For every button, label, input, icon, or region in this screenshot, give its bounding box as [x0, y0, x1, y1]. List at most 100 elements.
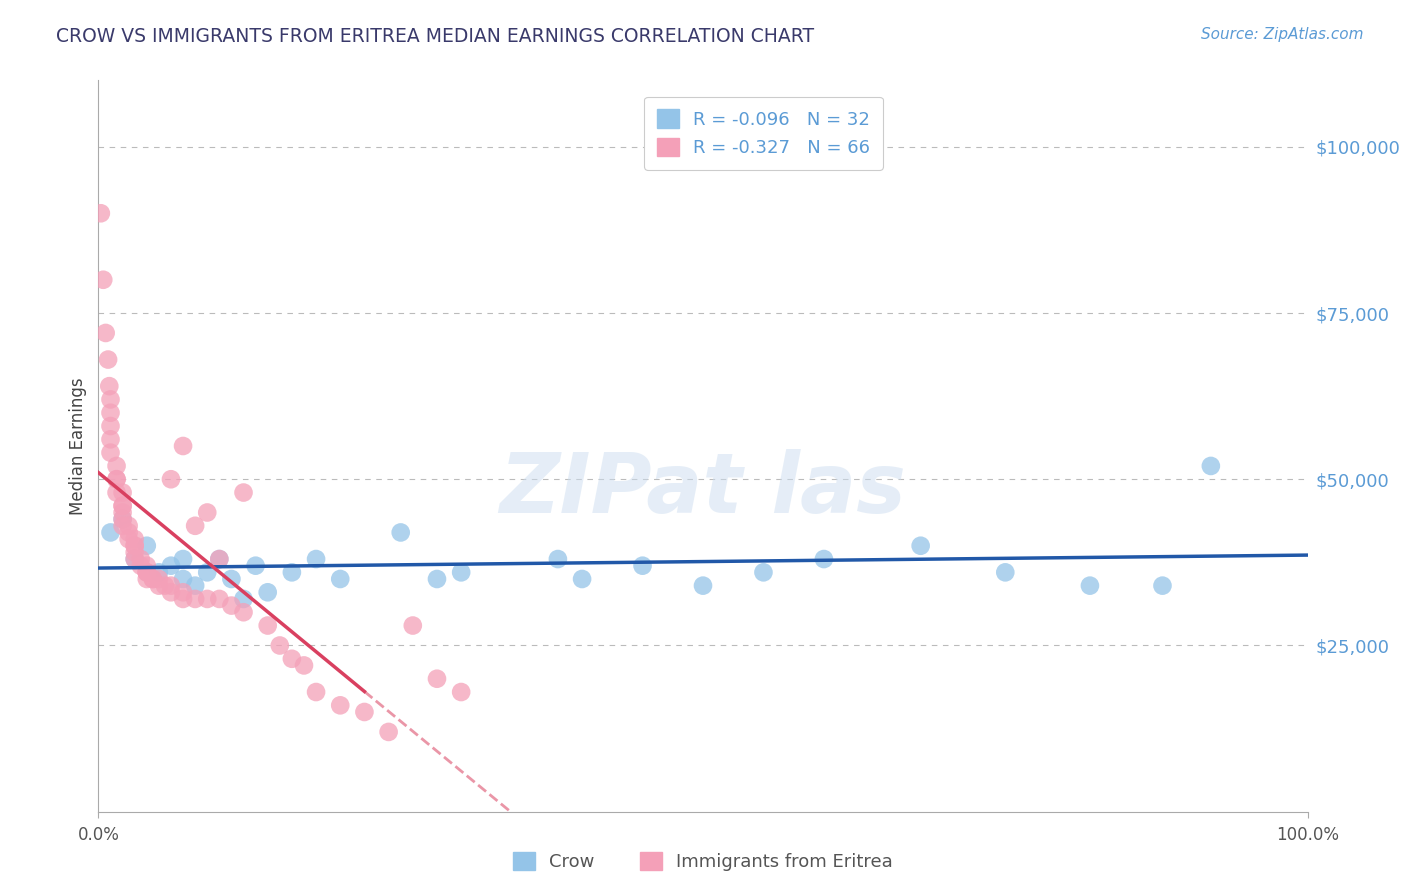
Point: [208, 552, 231, 566]
Point: [172, 585, 194, 599]
Point: [105, 458, 128, 473]
Point: [100, 445, 122, 459]
Text: Source: ZipAtlas.com: Source: ZipAtlas.com: [1201, 27, 1364, 42]
Point: [910, 539, 932, 553]
Point: [813, 552, 835, 566]
Point: [160, 558, 183, 573]
Point: [124, 539, 146, 553]
Point: [256, 618, 278, 632]
Point: [547, 552, 569, 566]
Point: [129, 558, 152, 573]
Point: [135, 566, 157, 580]
Point: [221, 572, 243, 586]
Point: [232, 605, 254, 619]
Point: [135, 566, 157, 580]
Point: [195, 566, 218, 580]
Point: [256, 585, 278, 599]
Point: [118, 532, 141, 546]
Point: [111, 499, 134, 513]
Point: [208, 591, 231, 606]
Point: [105, 472, 128, 486]
Point: [135, 566, 157, 580]
Point: [124, 552, 146, 566]
Point: [124, 539, 146, 553]
Legend: Crow, Immigrants from Eritrea: Crow, Immigrants from Eritrea: [506, 845, 900, 879]
Point: [160, 579, 183, 593]
Point: [631, 558, 654, 573]
Point: [135, 572, 157, 586]
Point: [135, 539, 157, 553]
Point: [124, 552, 146, 566]
Point: [402, 618, 425, 632]
Point: [100, 419, 122, 434]
Y-axis label: Median Earnings: Median Earnings: [69, 377, 87, 515]
Point: [135, 558, 157, 573]
Point: [124, 545, 146, 559]
Point: [111, 512, 134, 526]
Point: [208, 552, 231, 566]
Point: [111, 506, 134, 520]
Point: [232, 485, 254, 500]
Point: [118, 525, 141, 540]
Point: [292, 658, 315, 673]
Point: [129, 552, 152, 566]
Point: [148, 572, 170, 586]
Point: [172, 439, 194, 453]
Point: [377, 725, 399, 739]
Point: [281, 652, 304, 666]
Point: [160, 585, 183, 599]
Point: [305, 685, 328, 699]
Point: [353, 705, 375, 719]
Point: [94, 326, 117, 340]
Point: [450, 685, 472, 699]
Point: [426, 572, 449, 586]
Point: [142, 572, 165, 586]
Point: [305, 552, 328, 566]
Point: [100, 392, 122, 407]
Point: [153, 579, 176, 593]
Point: [426, 672, 449, 686]
Point: [232, 591, 254, 606]
Legend: R = -0.096   N = 32, R = -0.327   N = 66: R = -0.096 N = 32, R = -0.327 N = 66: [644, 96, 883, 169]
Point: [111, 499, 134, 513]
Point: [160, 472, 183, 486]
Point: [329, 698, 352, 713]
Point: [111, 512, 134, 526]
Point: [221, 599, 243, 613]
Point: [118, 518, 141, 533]
Point: [994, 566, 1017, 580]
Point: [692, 579, 714, 593]
Point: [90, 206, 112, 220]
Point: [100, 406, 122, 420]
Point: [91, 273, 114, 287]
Point: [245, 558, 267, 573]
Point: [172, 552, 194, 566]
Point: [195, 506, 218, 520]
Point: [389, 525, 412, 540]
Point: [142, 572, 165, 586]
Point: [97, 352, 120, 367]
Point: [111, 518, 134, 533]
Point: [148, 566, 170, 580]
Point: [752, 566, 775, 580]
Point: [100, 433, 122, 447]
Point: [105, 472, 128, 486]
Point: [329, 572, 352, 586]
Point: [148, 579, 170, 593]
Point: [184, 518, 207, 533]
Point: [1199, 458, 1222, 473]
Text: ZIPat las: ZIPat las: [499, 450, 907, 531]
Text: CROW VS IMMIGRANTS FROM ERITREA MEDIAN EARNINGS CORRELATION CHART: CROW VS IMMIGRANTS FROM ERITREA MEDIAN E…: [56, 27, 814, 45]
Point: [100, 525, 122, 540]
Point: [124, 532, 146, 546]
Point: [281, 566, 304, 580]
Point: [450, 566, 472, 580]
Point: [184, 579, 207, 593]
Point: [1152, 579, 1174, 593]
Point: [105, 485, 128, 500]
Point: [184, 591, 207, 606]
Point: [98, 379, 121, 393]
Point: [269, 639, 291, 653]
Point: [195, 591, 218, 606]
Point: [172, 572, 194, 586]
